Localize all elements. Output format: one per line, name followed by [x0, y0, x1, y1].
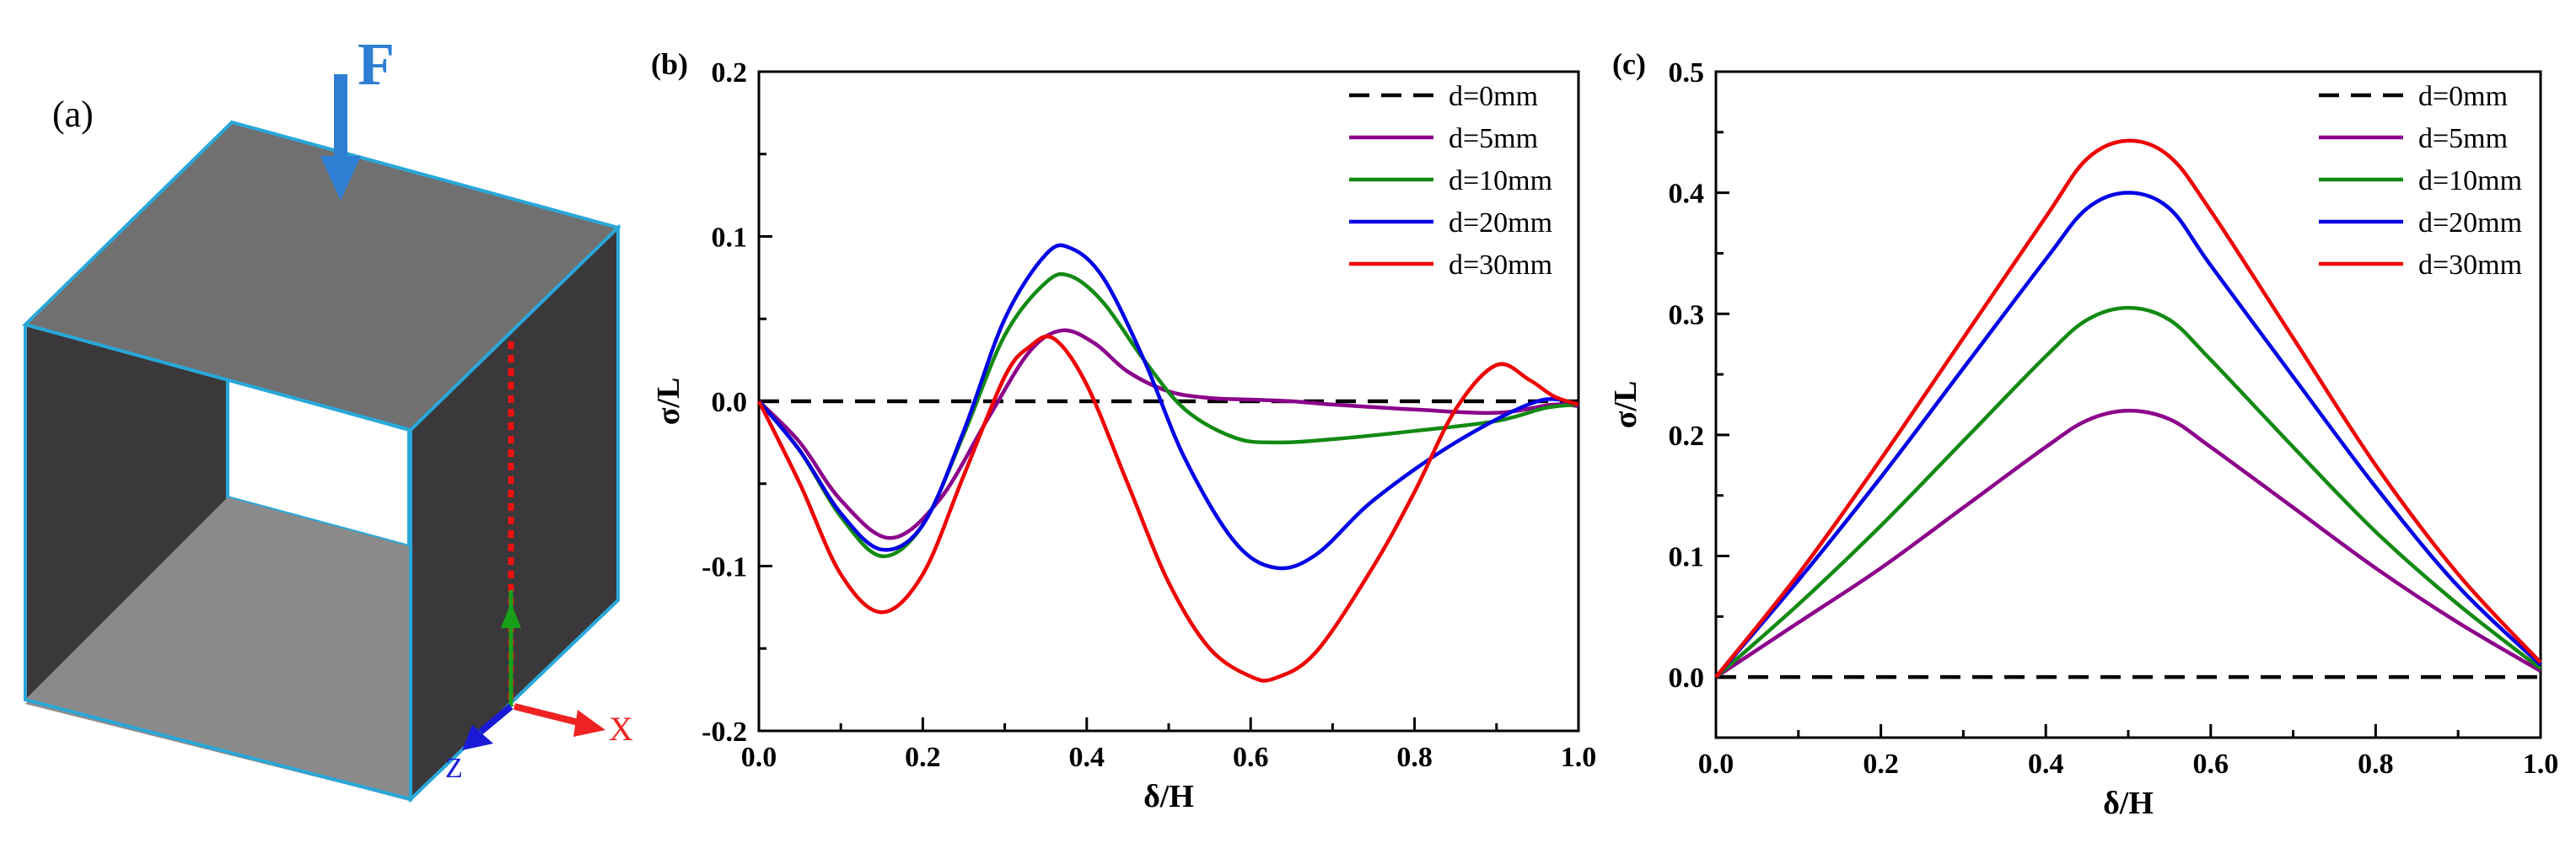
x-tick-label: 0.6	[1233, 742, 1269, 773]
x-axis-arrow-shaft	[514, 703, 583, 727]
series-line-d-5mm	[757, 328, 1579, 540]
x-axis-arrow-head	[573, 710, 605, 737]
x-axis-label: X	[609, 710, 633, 748]
x-tick-label: 0.0	[741, 742, 777, 773]
y-tick-label: 0.1	[1669, 542, 1705, 573]
y-tick-label: 0.3	[1669, 299, 1705, 330]
series-line-d-20mm	[757, 243, 1579, 571]
legend-label: d=30mm	[1449, 250, 1552, 281]
series-line-d-10mm	[757, 271, 1579, 559]
panel-a-label: (a)	[52, 94, 94, 135]
legend-label: d=5mm	[1449, 123, 1538, 154]
x-axis-title: δ/H	[1143, 779, 1194, 814]
x-tick-label: 0.0	[1698, 749, 1734, 780]
plot-frame	[1714, 70, 2542, 739]
series-line-d-30mm	[756, 334, 1579, 683]
y-axis-title: σ/L	[1608, 381, 1643, 429]
legend-label: d=20mm	[2418, 207, 2522, 239]
legend-label: d=5mm	[2418, 123, 2508, 154]
x-tick-label: 1.0	[2523, 749, 2559, 780]
legend-label: d=30mm	[2418, 250, 2522, 281]
y-axis-title: σ/L	[651, 378, 686, 426]
z-axis-label: Z	[445, 753, 463, 784]
y-tick-label: 0.2	[712, 57, 748, 89]
y-tick-label: 0.5	[1669, 57, 1705, 89]
series-line-d-10mm	[1714, 305, 2542, 679]
series-line-d-5mm	[1714, 408, 2542, 679]
chart-c: 0.0 0.2 0.4 0.6 0.8 1.0 0.0 0.1 0.2 0.3 0.4 0.5 δ/H σ…	[1608, 47, 2559, 821]
chart-b: 0.0 0.2 0.4 0.6 0.8 1.0 -0.2 -0.1 0.0 0.1 0.2 δ/H σ/…	[651, 47, 1597, 814]
y-tick-label: 0.2	[1669, 421, 1705, 452]
legend-label: d=10mm	[1449, 165, 1552, 196]
x-tick-label: 0.8	[1396, 742, 1433, 773]
series-line-d-30mm	[1714, 138, 2542, 679]
green-axis-head	[501, 603, 521, 628]
x-tick-label: 1.0	[1561, 742, 1597, 773]
x-tick-label: 0.4	[1069, 742, 1105, 773]
z-axis-arrow-shaft	[478, 703, 514, 735]
legend-label: d=10mm	[2418, 165, 2522, 196]
legend-label: d=0mm	[2418, 81, 2508, 112]
x-tick-label: 0.4	[2028, 749, 2064, 780]
legend-label: d=0mm	[1449, 81, 1538, 112]
z-axis-arrow-head	[462, 725, 493, 750]
y-tick-label: 0.1	[712, 223, 748, 254]
tube-illustration: (a) F X Z	[22, 30, 633, 803]
x-axis-title: δ/H	[2103, 786, 2154, 821]
y-tick-label: -0.1	[702, 552, 747, 583]
x-tick-label: 0.2	[1863, 749, 1899, 780]
legend-label: d=20mm	[1449, 207, 1552, 239]
panel-label: (b)	[651, 47, 688, 81]
left-wall-face	[25, 325, 228, 700]
front-edge-outline	[24, 323, 412, 802]
series-line-d-20mm	[1714, 191, 2542, 679]
panel-label: (c)	[1612, 47, 1646, 81]
y-tick-label: -0.2	[702, 717, 747, 748]
force-arrow-shaft	[334, 74, 347, 158]
x-tick-label: 0.6	[2193, 749, 2229, 780]
y-tick-label: 0.0	[1669, 663, 1705, 694]
y-tick-label: 0.4	[1669, 179, 1705, 210]
x-tick-label: 0.8	[2358, 749, 2394, 780]
y-tick-label: 0.0	[712, 387, 748, 418]
force-arrow-head	[320, 156, 361, 201]
x-tick-label: 0.2	[905, 742, 941, 773]
force-label: F	[358, 30, 395, 98]
